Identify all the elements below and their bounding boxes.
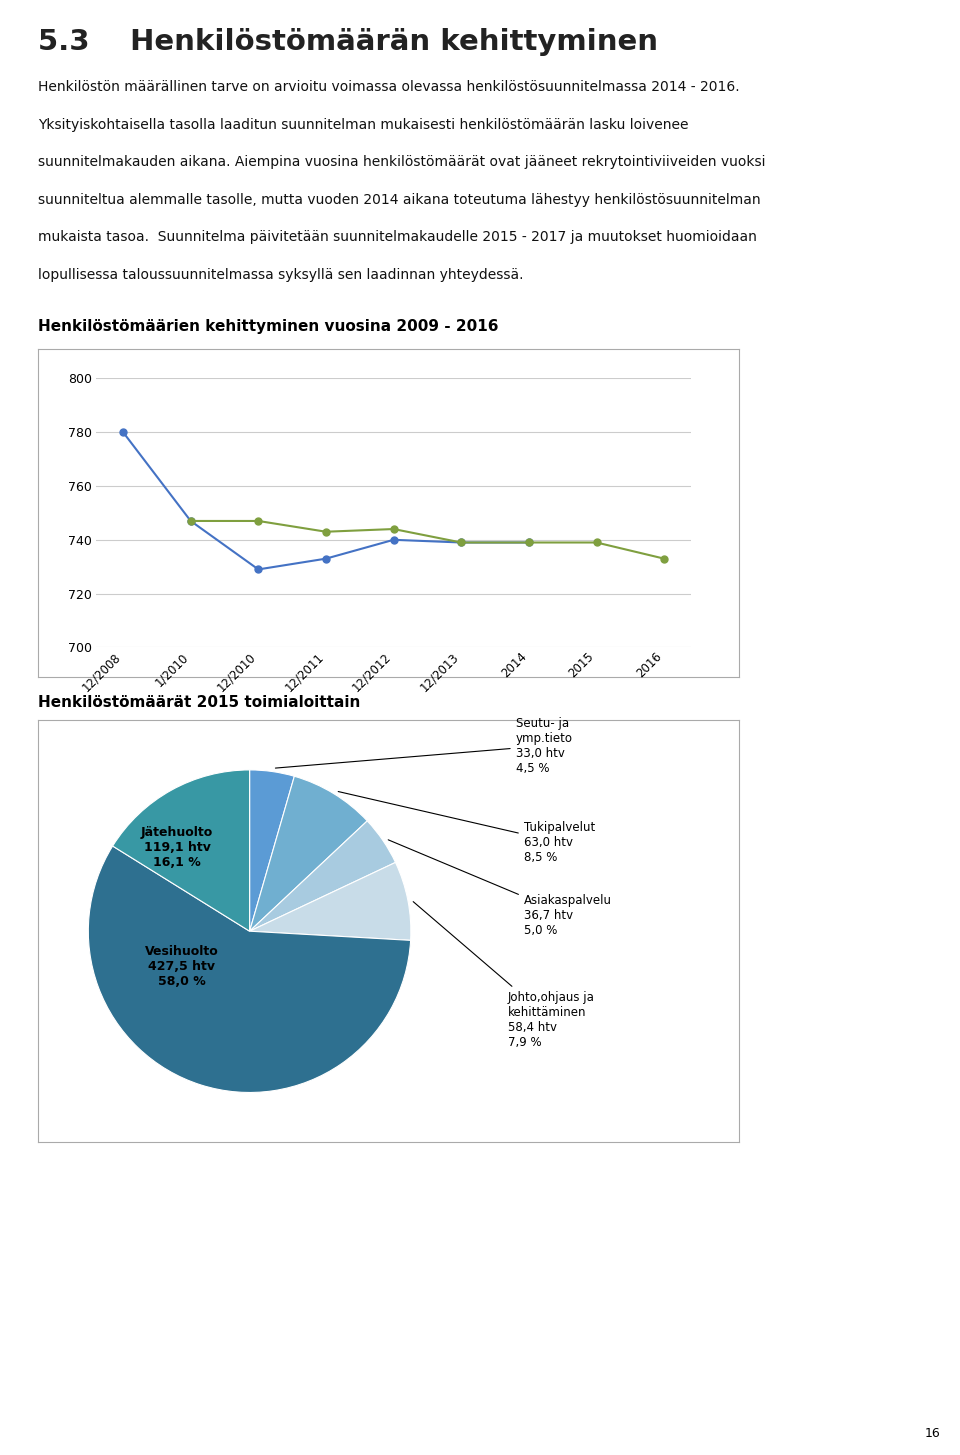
Text: suunnitelmakauden aikana. Aiempina vuosina henkilöstömäärät ovat jääneet rekryto: suunnitelmakauden aikana. Aiempina vuosi… [38,156,766,169]
Wedge shape [250,777,368,931]
Text: Seutu- ja
ymp.tieto
33,0 htv
4,5 %: Seutu- ja ymp.tieto 33,0 htv 4,5 % [276,717,573,774]
Text: Asiakaspalvelu
36,7 htv
5,0 %: Asiakaspalvelu 36,7 htv 5,0 % [388,840,612,937]
Legend: Toteutunut, Henkilöstösuunnitelma: Toteutunut, Henkilöstösuunnitelma [165,794,480,818]
Text: Johto,ohjaus ja
kehittäminen
58,4 htv
7,9 %: Johto,ohjaus ja kehittäminen 58,4 htv 7,… [413,902,594,1049]
Text: 16: 16 [925,1427,941,1439]
Wedge shape [250,821,396,931]
Wedge shape [112,770,250,931]
Text: Vesihuolto
427,5 htv
58,0 %: Vesihuolto 427,5 htv 58,0 % [145,946,219,988]
Text: Tukipalvelut
63,0 htv
8,5 %: Tukipalvelut 63,0 htv 8,5 % [338,792,595,864]
Text: Henkilöstömäärien kehittyminen vuosina 2009 - 2016: Henkilöstömäärien kehittyminen vuosina 2… [38,319,499,335]
Wedge shape [250,863,411,940]
Text: Henkilöstömäärät 2015 toimialoittain: Henkilöstömäärät 2015 toimialoittain [38,694,361,710]
Text: mukaista tasoa.  Suunnitelma päivitetään suunnitelmakaudelle 2015 - 2017 ja muut: mukaista tasoa. Suunnitelma päivitetään … [38,230,757,244]
Text: suunniteltua alemmalle tasolle, mutta vuoden 2014 aikana toteutuma lähestyy henk: suunniteltua alemmalle tasolle, mutta vu… [38,192,761,207]
Text: 5.3    Henkilöstömäärän kehittyminen: 5.3 Henkilöstömäärän kehittyminen [38,28,659,57]
Text: lopullisessa taloussuunnitelmassa syksyllä sen laadinnan yhteydessä.: lopullisessa taloussuunnitelmassa syksyl… [38,268,524,282]
Text: Jätehuolto
119,1 htv
16,1 %: Jätehuolto 119,1 htv 16,1 % [141,826,213,869]
Text: Yksityiskohtaisella tasolla laaditun suunnitelman mukaisesti henkilöstömäärän la: Yksityiskohtaisella tasolla laaditun suu… [38,118,689,131]
Wedge shape [250,770,295,931]
Wedge shape [88,845,411,1093]
Text: Henkilöstön määrällinen tarve on arvioitu voimassa olevassa henkilöstösuunnitelm: Henkilöstön määrällinen tarve on arvioit… [38,80,740,95]
